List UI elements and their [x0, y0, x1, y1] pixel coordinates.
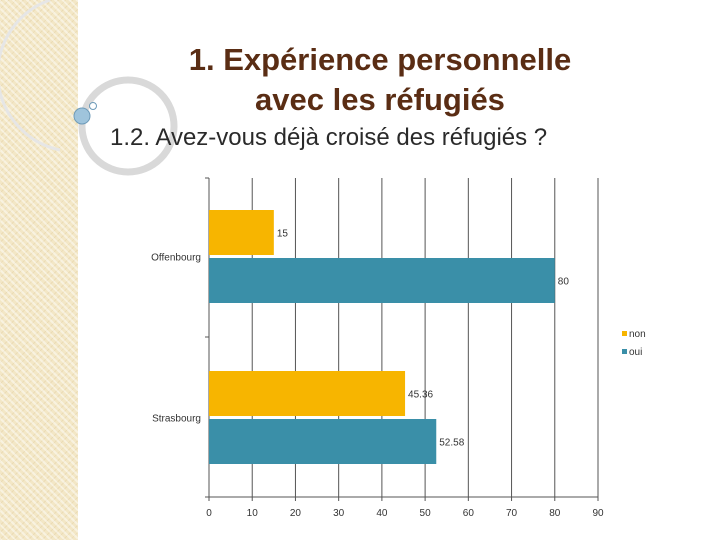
x-tick-label: 80 — [549, 508, 561, 519]
data-label-oui-strasbourg: 52.58 — [439, 438, 464, 449]
x-tick-label: 90 — [592, 508, 604, 519]
legend-swatch-non — [622, 331, 627, 336]
x-tick-label: 40 — [376, 508, 388, 519]
x-tick-label: 60 — [463, 508, 475, 519]
title-line-1: 1. Expérience personnelle — [188, 42, 572, 77]
x-tick-label: 0 — [206, 508, 212, 519]
large-ring-arc — [0, 0, 61, 152]
slide-subtitle: 1.2. Avez-vous déjà croisé des réfugiés … — [110, 124, 548, 151]
bar-non-offenbourg — [209, 210, 274, 255]
blue-dot-large — [73, 107, 91, 125]
title-line-2: avec les réfugiés — [255, 82, 505, 117]
x-tick-label: 20 — [290, 508, 302, 519]
bar-oui-offenbourg — [209, 258, 555, 303]
blue-dot-small — [89, 102, 97, 110]
x-tick-label: 10 — [247, 508, 259, 519]
legend-swatch-oui — [622, 349, 627, 354]
x-tick-label: 30 — [333, 508, 345, 519]
bar-non-strasbourg — [209, 371, 406, 416]
data-label-oui-offenbourg: 80 — [558, 277, 570, 288]
category-label-offenbourg: Offenbourg — [151, 253, 201, 264]
bar-oui-strasbourg — [209, 419, 437, 464]
small-ring — [78, 76, 178, 176]
slide-title: 1. Expérience personnelle avec les réfug… — [100, 40, 660, 120]
decorative-side-strip — [0, 0, 78, 540]
category-label-strasbourg: Strasbourg — [152, 414, 201, 425]
x-tick-label: 50 — [420, 508, 432, 519]
legend-label-oui: oui — [629, 347, 642, 358]
data-label-non-strasbourg: 45.36 — [408, 390, 433, 401]
x-tick-label: 70 — [506, 508, 518, 519]
data-label-non-offenbourg: 15 — [277, 229, 289, 240]
legend-label-non: non — [629, 329, 646, 340]
